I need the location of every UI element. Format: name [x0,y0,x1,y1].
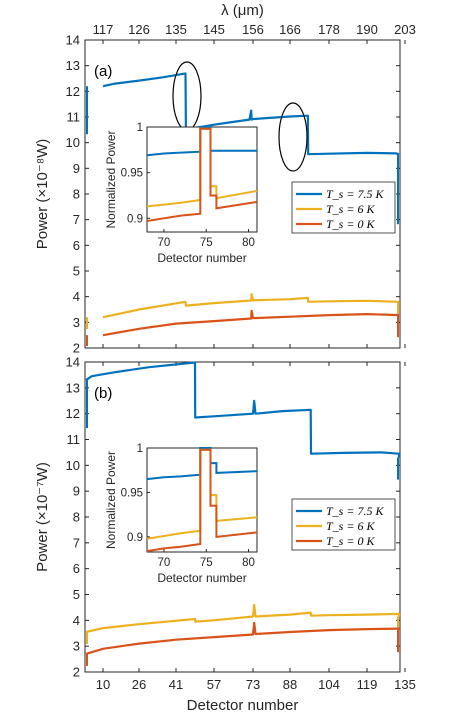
inset-x-tick-label: 70 [158,237,171,249]
inset-x-axis-label: Detector number [157,251,246,265]
inset-series-line [146,447,258,481]
y-tick-label: 9 [73,161,80,176]
x-tick-label: 119 [357,677,378,692]
panel-0-series [86,61,400,346]
panel-1-series [85,361,401,666]
panel-1-axes: 2 3 4 5 6 7 8 9 10 11 12 13 14 Power (×10⁻⁷W) (b) 10 26 4… [34,355,416,715]
top-x-tick-label: 117 [93,22,114,37]
series-line-0k [102,309,400,337]
top-x-tick-label: 126 [128,22,150,37]
top-x-tick-label: 135 [165,22,187,37]
x-tick-label: 41 [169,677,183,692]
y-tick-label: 12 [66,84,80,99]
y-tick-label: 5 [73,587,80,602]
inset-x-tick-label: 75 [200,557,213,569]
legend-label: T_s = 7.5 K [326,504,384,518]
x-tick-label: 10 [96,677,110,692]
inset-x-tick-label: 80 [242,557,255,569]
y-tick-label: 14 [66,355,80,370]
inset-y-tick-label: 0.9 [127,213,143,225]
inset-x-tick-label: 80 [242,237,255,249]
top-x-tick-label: 166 [279,22,301,37]
y-tick-label: 11 [67,110,81,125]
inset-y-tick-label: 1 [137,122,143,134]
series-line-7p5k [102,72,400,156]
legend-label: T_s = 0 K [326,534,375,548]
x-tick-label: 135 [394,677,416,692]
y-tick-label: 3 [73,639,80,654]
y-tick-label: 12 [66,406,80,421]
panel-1-legend: T_s = 7.5 KT_s = 6 KT_s = 0 K [291,498,396,551]
y-tick-label: 6 [73,561,80,576]
y-tick-label: 10 [66,135,80,150]
inset-series-line [146,448,258,553]
y-tick-label: 7 [73,535,80,550]
inset-frame [146,126,258,233]
y-tick-label: 9 [73,484,80,499]
y-tick-label: 3 [73,315,80,330]
inset-y-tick-label: 0.95 [121,487,143,499]
inset-y-tick-label: 1 [137,443,143,455]
y-axis-label: Power (×10⁻⁸W) [34,139,51,250]
series-line-0k [85,621,401,655]
y-tick-label: 8 [73,510,80,525]
legend-label: T_s = 6 K [326,519,375,533]
top-x-tick-label: 145 [203,22,225,37]
y-tick-label: 10 [66,458,80,473]
y-tick-label: 11 [67,432,81,447]
y-axis-label: Power (×10⁻⁷W) [34,462,51,572]
series-line-6k [102,293,400,319]
y-tick-label: 4 [73,613,80,628]
annotation-ellipse [278,102,308,172]
top-x-tick-label: 190 [356,22,378,37]
y-tick-label: 8 [73,187,80,202]
y-tick-label: 2 [73,341,80,356]
y-tick-label: 7 [73,212,80,227]
y-tick-label: 4 [73,289,80,304]
legend-label: T_s = 0 K [326,217,375,231]
inset-y-axis-label: Normalized Power [104,130,118,228]
inset-x-axis-label: Detector number [157,571,246,585]
series-line-6k [85,603,401,634]
top-x-tick-label: 156 [242,22,264,37]
top-x-tick-label: 178 [318,22,340,37]
insets-layer: 0.9 0.95 1 70 75 80 Detector number Normalized … [104,122,258,585]
x-tick-label: 26 [132,677,146,692]
y-tick-label: 13 [66,380,80,395]
x-tick-label: 88 [283,677,297,692]
panel-1-inset: 0.9 0.95 1 70 75 80 Detector number Normalized … [104,443,258,585]
legend-label: T_s = 7.5 K [326,187,384,201]
top-axis-label: λ (μm) [221,2,264,19]
y-tick-label: 5 [73,264,80,279]
series-layer [85,61,401,666]
x-tick-label: 104 [318,677,340,692]
inset-series-line [146,127,258,222]
x-axis-label: Detector number [187,697,299,714]
top-x-tick-label: 203 [394,22,416,37]
y-tick-label: 2 [73,665,80,680]
inset-y-axis-label: Normalized Power [104,451,118,549]
inset-x-tick-label: 75 [200,237,213,249]
inset-y-tick-label: 0.95 [121,168,143,180]
panel-label: (b) [94,385,112,402]
series-line-7p5k [85,361,401,458]
y-tick-label: 14 [66,33,80,48]
inset-x-tick-label: 70 [158,557,171,569]
x-tick-label: 57 [207,677,221,692]
x-tick-label: 73 [246,677,260,692]
y-tick-label: 13 [66,58,80,73]
y-tick-label: 6 [73,238,80,253]
panel-label: (a) [94,63,112,80]
panel-0-legend: T_s = 7.5 KT_s = 6 KT_s = 0 K [291,181,396,234]
panel-0-inset: 0.9 0.95 1 70 75 80 Detector number Normalized … [104,122,258,265]
inset-y-tick-label: 0.9 [127,532,143,544]
legends-layer: T_s = 7.5 KT_s = 6 KT_s = 0 KT_s = 7.5 K… [291,181,396,551]
legend-label: T_s = 6 K [326,202,375,216]
